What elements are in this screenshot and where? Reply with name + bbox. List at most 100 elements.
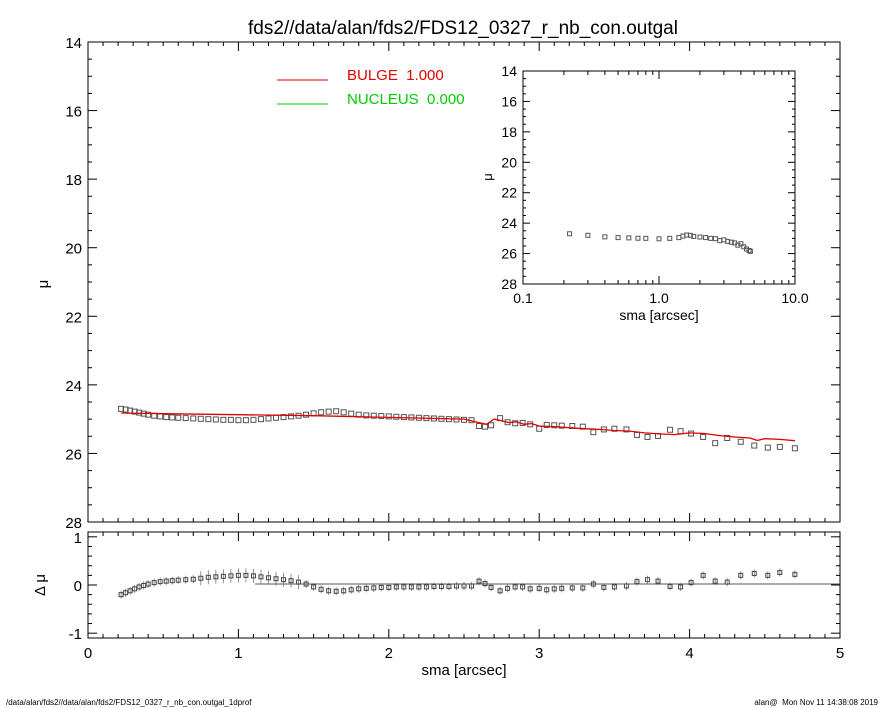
residual-data-point bbox=[157, 579, 163, 585]
inset-data-point bbox=[626, 235, 632, 241]
residual-data-point bbox=[751, 570, 757, 576]
inset-data-point bbox=[697, 234, 703, 240]
main-data-point bbox=[611, 425, 618, 432]
residual-data-point bbox=[296, 579, 302, 585]
residual-data-point bbox=[559, 585, 565, 591]
main-y-tick-label: 14 bbox=[65, 35, 82, 52]
residual-data-point bbox=[667, 583, 673, 589]
main-data-point bbox=[751, 442, 758, 449]
inset-y-tick-label: 16 bbox=[501, 93, 517, 109]
residual-data-point bbox=[169, 578, 175, 584]
main-data-point bbox=[340, 409, 347, 416]
main-data-point bbox=[280, 414, 287, 421]
residual-data-point bbox=[393, 584, 399, 590]
residual-data-point bbox=[273, 576, 279, 582]
main-data-point bbox=[265, 415, 272, 422]
main-data-point bbox=[677, 428, 684, 435]
main-data-point bbox=[393, 413, 400, 420]
residual-data-point bbox=[205, 574, 211, 580]
residual-data-point bbox=[488, 584, 494, 590]
residual-data-point bbox=[569, 585, 575, 591]
residual-x-tick-labels: 0 1 2 3 4 5 bbox=[84, 645, 844, 662]
main-y-tick-labels: 14 16 18 20 22 24 26 28 bbox=[65, 35, 82, 532]
residual-data-point bbox=[401, 584, 407, 590]
residual-data-point bbox=[590, 581, 596, 587]
main-data-point bbox=[776, 443, 783, 450]
residual-x-tick-label: 4 bbox=[685, 645, 693, 662]
inset-data-point bbox=[746, 248, 752, 254]
inset-y-tick-label: 22 bbox=[501, 185, 517, 201]
inset-data-point bbox=[703, 235, 709, 241]
footer-file-path: /data/alan/fds2//data/alan/fds2/FDS12_03… bbox=[6, 698, 252, 707]
inset-data-point bbox=[656, 236, 662, 242]
residual-data-point bbox=[792, 571, 798, 577]
residual-data-point bbox=[228, 573, 234, 579]
inset-data-point bbox=[615, 235, 621, 241]
main-y-tick-label: 26 bbox=[65, 446, 82, 463]
residual-x-tick-label: 0 bbox=[84, 645, 92, 662]
main-data-point bbox=[791, 445, 798, 452]
inset-data-points bbox=[567, 231, 753, 254]
residual-data-point bbox=[551, 586, 557, 592]
main-axis-ticks bbox=[87, 41, 841, 523]
inset-data-point bbox=[667, 235, 673, 241]
main-data-point bbox=[257, 416, 264, 423]
residual-data-point bbox=[311, 584, 317, 590]
inset-data-point bbox=[728, 239, 734, 245]
inset-axis-ticks bbox=[522, 70, 796, 285]
residual-data-point bbox=[258, 574, 264, 580]
inset-data-point bbox=[567, 231, 573, 237]
main-data-point bbox=[667, 426, 674, 433]
main-data-point bbox=[644, 433, 651, 440]
inset-data-point bbox=[643, 235, 649, 241]
footer-timestamp: alan@ Mon Nov 11 14:38:08 2019 bbox=[754, 698, 878, 707]
main-y-tick-label: 16 bbox=[65, 104, 82, 121]
residual-data-point bbox=[423, 584, 429, 590]
residual-data-point bbox=[527, 586, 533, 592]
residual-data-point bbox=[700, 572, 706, 578]
inset-data-point bbox=[602, 234, 608, 240]
residual-data-point bbox=[141, 582, 147, 588]
inset-y-tick-labels: 14 16 18 20 22 24 26 28 bbox=[501, 63, 517, 292]
main-data-point bbox=[169, 414, 176, 421]
residual-data-point bbox=[453, 583, 459, 589]
residual-data-point bbox=[190, 576, 196, 582]
main-data-point bbox=[197, 415, 204, 422]
residual-data-point bbox=[505, 585, 511, 591]
residual-data-point bbox=[688, 580, 694, 586]
residual-x-axis-label: sma [arcsec] bbox=[421, 662, 506, 679]
residual-data-point bbox=[123, 590, 129, 596]
main-data-point bbox=[205, 416, 212, 423]
main-data-point bbox=[212, 416, 219, 423]
residual-data-point bbox=[265, 575, 271, 581]
residual-data-point bbox=[536, 585, 542, 591]
residual-x-tick-label: 1 bbox=[234, 645, 242, 662]
main-data-point bbox=[724, 435, 731, 441]
residual-data-point bbox=[378, 584, 384, 590]
inset-x-tick-label: 10.0 bbox=[781, 290, 808, 306]
residual-data-point bbox=[446, 583, 452, 589]
main-data-point bbox=[348, 410, 355, 417]
main-data-point bbox=[590, 429, 597, 436]
residual-data-point bbox=[469, 583, 475, 589]
main-data-point bbox=[318, 409, 325, 416]
residual-data-point bbox=[512, 584, 518, 590]
inset-plot-frame bbox=[522, 70, 796, 285]
inset-x-axis-label: sma [arcsec] bbox=[619, 307, 698, 323]
main-data-point bbox=[163, 414, 170, 421]
residual-data-point bbox=[326, 588, 332, 594]
main-data-point bbox=[250, 416, 257, 423]
inset-data-point bbox=[747, 248, 753, 254]
main-y-tick-label: 18 bbox=[65, 172, 82, 189]
main-data-point bbox=[558, 422, 565, 429]
main-y-tick-label: 22 bbox=[65, 309, 82, 326]
main-data-point bbox=[175, 414, 182, 421]
main-data-point bbox=[227, 416, 234, 423]
inset-y-tick-label: 26 bbox=[501, 246, 517, 262]
residual-data-point bbox=[724, 579, 730, 585]
main-data-point bbox=[700, 433, 707, 440]
main-data-point bbox=[303, 411, 310, 418]
inset-y-tick-label: 14 bbox=[501, 63, 517, 79]
residual-data-point bbox=[611, 584, 617, 590]
inset-data-point bbox=[635, 235, 641, 241]
